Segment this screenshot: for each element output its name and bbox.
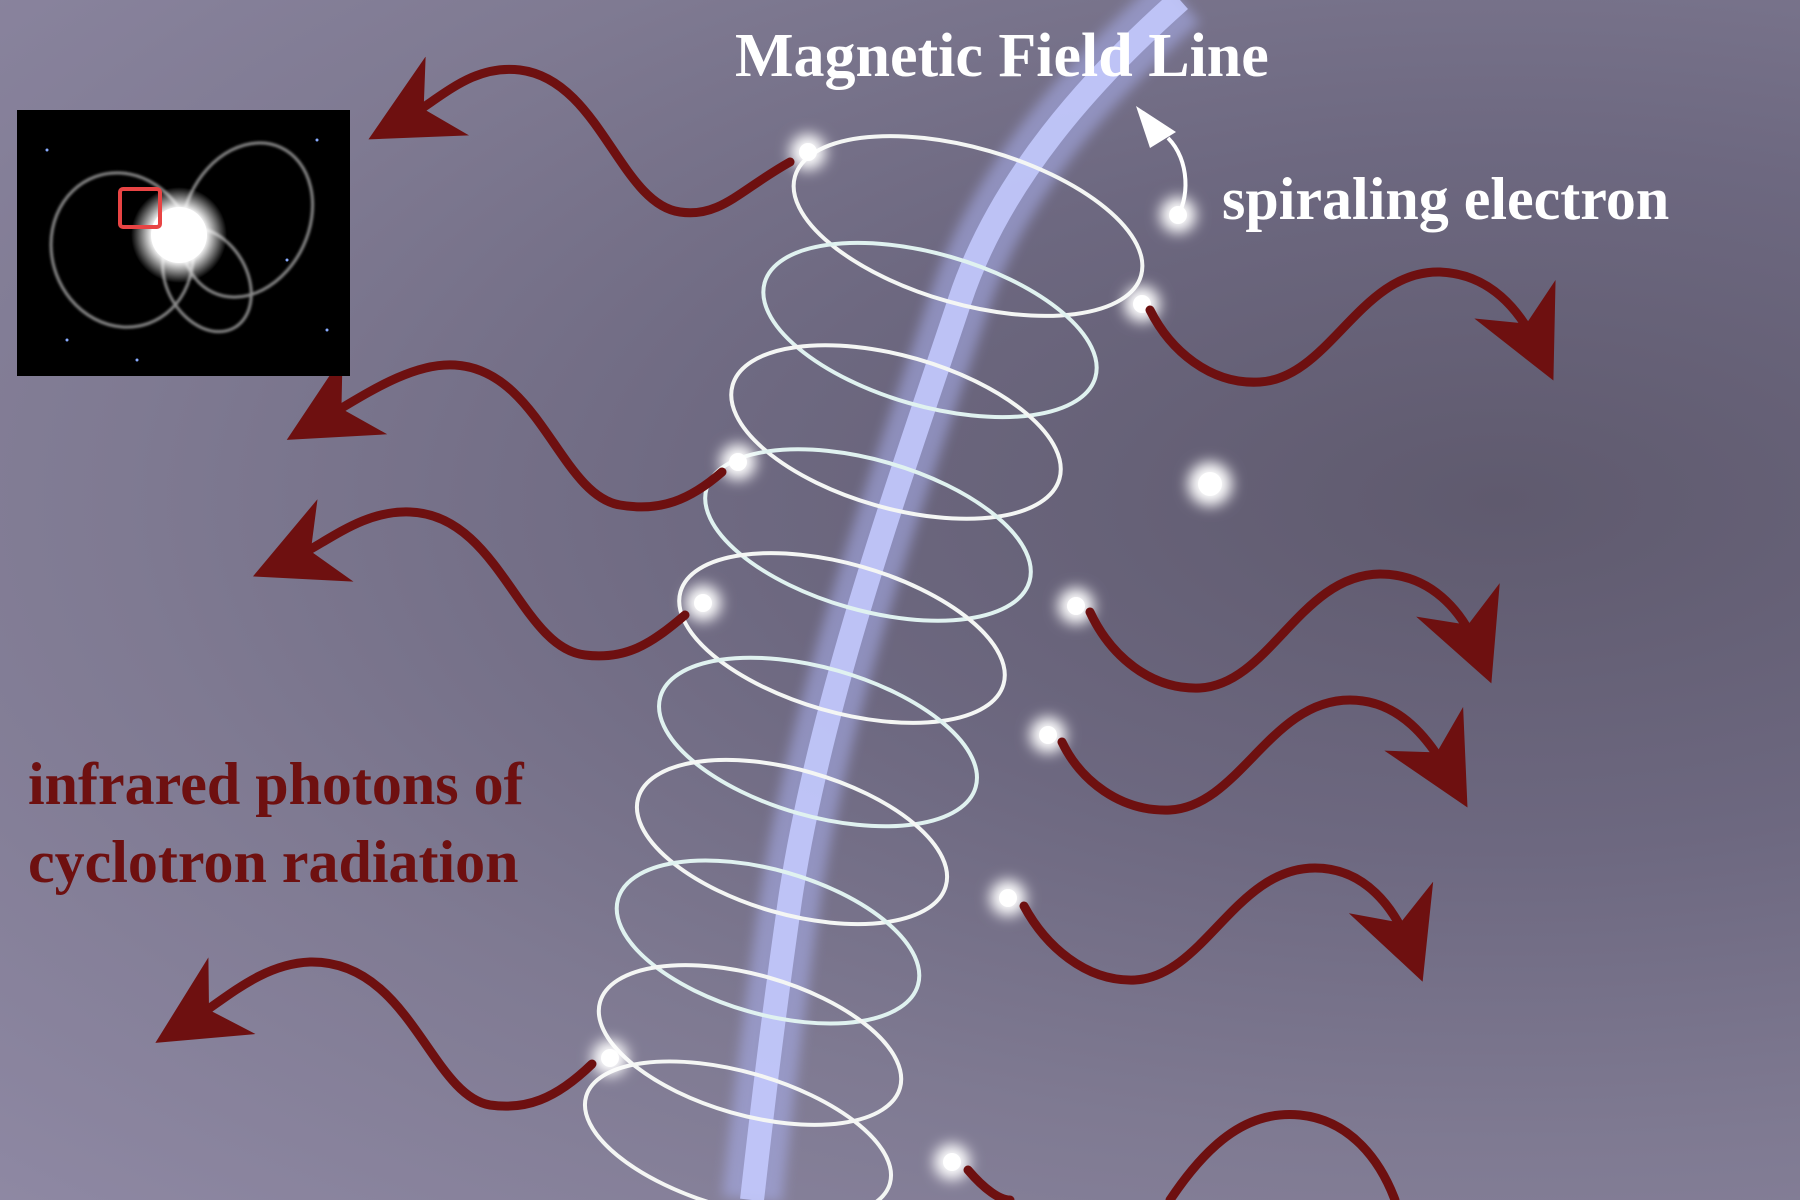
- electron-dot: [685, 585, 721, 621]
- electron-dot: [990, 880, 1026, 916]
- photon-arrow: [963, 1109, 1400, 1200]
- photons-label-line-1: infrared photons of: [28, 751, 524, 817]
- inset-highlight-box: [118, 187, 162, 229]
- electron-helix-path: [582, 134, 1145, 1200]
- photons-label: infrared photons of cyclotron radiation: [28, 745, 524, 901]
- magnetosphere-icon: [45, 138, 329, 362]
- photon-arrows-left: [155, 56, 795, 1111]
- electron-dot: [592, 1040, 628, 1076]
- photon-arrow: [1085, 569, 1500, 693]
- photon-arrow: [155, 957, 597, 1111]
- field-line-label: Magnetic Field Line: [735, 22, 1269, 90]
- photon-arrows-right: [963, 267, 1556, 1200]
- electron-dots: [592, 134, 1232, 1180]
- photon-arrow: [1145, 267, 1556, 387]
- photon-arrow: [368, 56, 795, 218]
- electron-dot: [1030, 717, 1066, 753]
- photon-arrow: [286, 356, 727, 512]
- magnetic-field-line: [722, 0, 1200, 1200]
- electron-dot: [1160, 197, 1196, 233]
- electron-dot: [790, 134, 826, 170]
- electron-dot: [1058, 588, 1094, 624]
- star-magnetosphere-thumbnail: [17, 110, 350, 376]
- spiraling-electron-label: spiraling electron: [1222, 166, 1670, 232]
- photon-arrow: [1019, 863, 1434, 985]
- electron-direction-arrowhead: [1136, 106, 1176, 148]
- photon-arrow: [253, 499, 690, 661]
- electron-dot: [1188, 462, 1232, 506]
- photons-label-line-2: cyclotron radiation: [28, 829, 519, 895]
- photon-arrow: [1057, 695, 1468, 815]
- electron-dot: [720, 444, 756, 480]
- electron-dot: [934, 1144, 970, 1180]
